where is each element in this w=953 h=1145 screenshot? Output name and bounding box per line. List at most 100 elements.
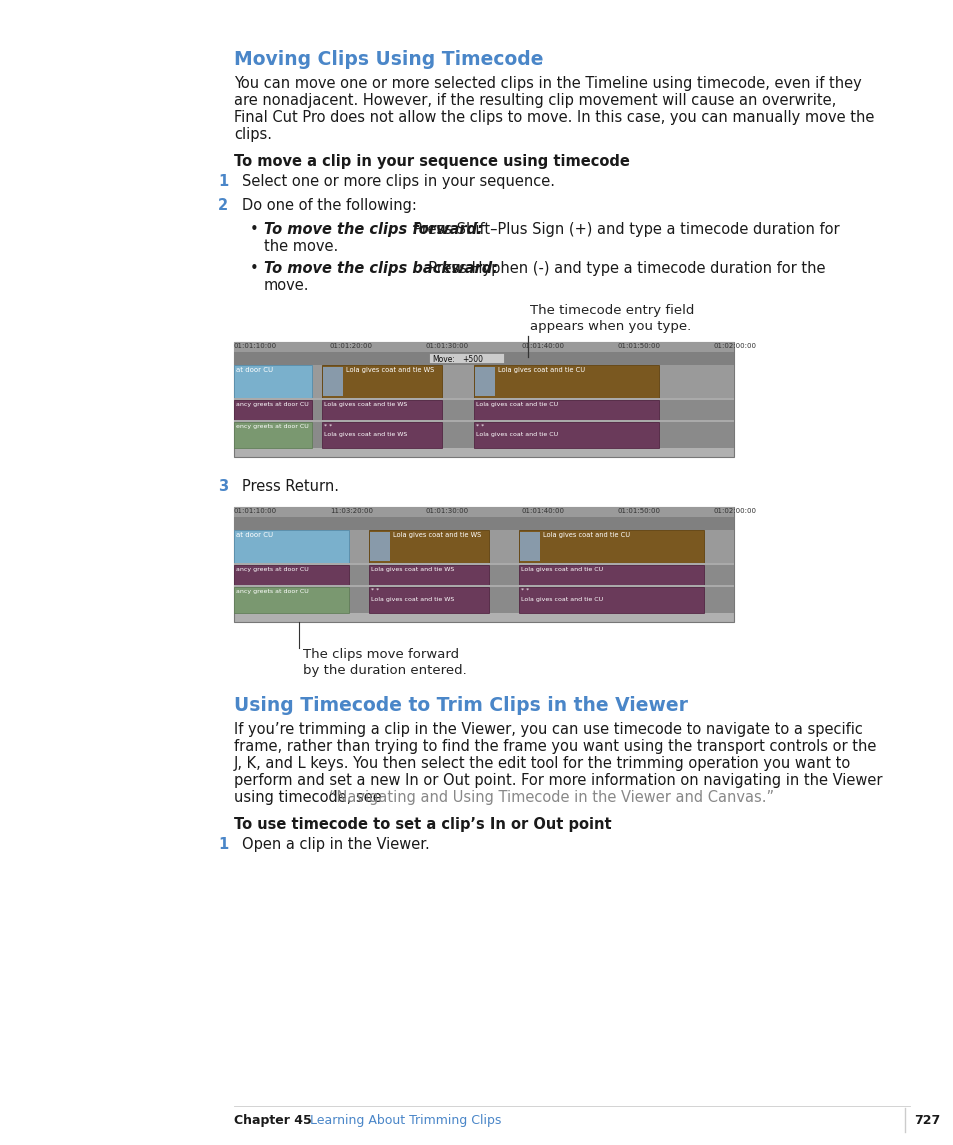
Text: 01:01:10:00: 01:01:10:00 [233,508,276,514]
Text: ency greets at door CU: ency greets at door CU [235,424,309,429]
Text: clips.: clips. [233,127,272,142]
Text: 01:01:50:00: 01:01:50:00 [618,344,660,349]
Bar [475,368,495,396]
Text: Do one of the following:: Do one of the following: [242,198,416,213]
Text: 01:01:20:00: 01:01:20:00 [330,344,373,349]
Text: Press Shift–Plus Sign (+) and type a timecode duration for: Press Shift–Plus Sign (+) and type a tim… [403,222,839,237]
Bar [233,518,733,530]
Bar [369,564,489,585]
Bar [233,585,733,587]
Text: 01:01:10:00: 01:01:10:00 [233,344,276,349]
Bar [322,400,441,420]
Bar [233,398,733,400]
Text: Lola gives coat and tie CU: Lola gives coat and tie CU [520,597,602,602]
Text: Lola gives coat and tie WS: Lola gives coat and tie WS [346,368,434,373]
Text: using timecode, see: using timecode, see [233,790,386,805]
Text: ancy greets at door CU: ancy greets at door CU [235,567,309,572]
Text: are nonadjacent. However, if the resulting clip movement will cause an overwrite: are nonadjacent. However, if the resulti… [233,93,836,108]
Text: 01:01:50:00: 01:01:50:00 [618,508,660,514]
Text: * *: * * [476,424,484,428]
Text: Press Hyphen (-) and type a timecode duration for the: Press Hyphen (-) and type a timecode dur… [418,261,824,276]
Text: You can move one or more selected clips in the Timeline using timecode, even if : You can move one or more selected clips … [233,76,861,90]
Bar [518,587,703,613]
Text: J, K, and L keys. You then select the edit tool for the trimming operation you w: J, K, and L keys. You then select the ed… [233,756,850,771]
Bar [429,353,503,363]
Text: Lola gives coat and tie CU: Lola gives coat and tie CU [476,402,558,406]
Bar [519,532,539,561]
Text: Using Timecode to Trim Clips in the Viewer: Using Timecode to Trim Clips in the View… [233,696,687,714]
Text: 01:01:30:00: 01:01:30:00 [426,344,469,349]
Text: Lola gives coat and tie CU: Lola gives coat and tie CU [476,432,558,437]
Text: Select one or more clips in your sequence.: Select one or more clips in your sequenc… [242,174,555,189]
Bar [233,530,733,563]
Bar [233,507,733,622]
Text: To use timecode to set a clip’s In or Out point: To use timecode to set a clip’s In or Ou… [233,818,611,832]
Bar [233,507,733,518]
Text: •: • [250,222,258,237]
Bar [233,352,733,365]
Text: The timecode entry field: The timecode entry field [530,305,694,317]
Text: 11:03:20:00: 11:03:20:00 [330,508,373,514]
Text: Lola gives coat and tie CU: Lola gives coat and tie CU [520,567,602,572]
Bar [233,564,733,585]
Text: 1: 1 [218,837,228,852]
Text: Lola gives coat and tie CU: Lola gives coat and tie CU [497,368,584,373]
Text: Moving Clips Using Timecode: Moving Clips Using Timecode [233,50,543,69]
Text: 3: 3 [218,479,228,493]
Bar [233,342,733,457]
Bar [518,530,703,563]
Bar [474,400,659,420]
Bar [518,564,703,585]
Bar [233,365,733,398]
Text: at door CU: at door CU [235,368,273,373]
Text: “Navigating and Using Timecode in the Viewer and Canvas.”: “Navigating and Using Timecode in the Vi… [329,790,773,805]
Bar [474,365,659,398]
Bar [233,342,733,352]
Bar [233,587,349,613]
Text: frame, rather than trying to find the frame you want using the transport control: frame, rather than trying to find the fr… [233,739,876,755]
Bar [322,365,441,398]
Text: perform and set a new In or Out point. For more information on navigating in the: perform and set a new In or Out point. F… [233,773,882,788]
Text: +500: +500 [461,355,482,363]
Text: •: • [250,261,258,276]
Bar [369,587,489,613]
Bar [233,400,733,420]
Bar [233,563,733,564]
Bar [369,530,489,563]
Text: 1: 1 [218,174,228,189]
Bar [370,532,390,561]
Text: Press Return.: Press Return. [242,479,338,493]
Text: 727: 727 [913,1114,940,1127]
Bar [233,423,733,448]
Bar [233,400,312,420]
Text: Open a clip in the Viewer.: Open a clip in the Viewer. [242,837,429,852]
Text: Final Cut Pro does not allow the clips to move. In this case, you can manually m: Final Cut Pro does not allow the clips t… [233,110,874,125]
Text: * *: * * [324,424,332,428]
Text: by the duration entered.: by the duration entered. [303,664,466,677]
Bar [322,423,441,448]
Text: Chapter 45: Chapter 45 [233,1114,312,1127]
Text: Lola gives coat and tie CU: Lola gives coat and tie CU [542,532,630,538]
Text: 01:02:00:00: 01:02:00:00 [713,508,757,514]
Text: move.: move. [264,278,309,293]
Text: To move the clips forward:: To move the clips forward: [264,222,482,237]
Text: 2: 2 [218,198,228,213]
Text: To move a clip in your sequence using timecode: To move a clip in your sequence using ti… [233,153,629,169]
Text: ancy greets at door CU: ancy greets at door CU [235,589,309,594]
Text: Move:: Move: [432,355,455,363]
Bar [474,423,659,448]
Bar [323,368,343,396]
Text: appears when you type.: appears when you type. [530,319,691,333]
Text: * *: * * [371,589,379,593]
Text: The clips move forward: The clips move forward [303,648,458,661]
Text: Lola gives coat and tie WS: Lola gives coat and tie WS [324,432,407,437]
Bar [233,420,733,423]
Text: 01:01:40:00: 01:01:40:00 [521,508,564,514]
Bar [233,587,733,613]
Bar [233,530,349,563]
Text: Lola gives coat and tie WS: Lola gives coat and tie WS [393,532,480,538]
Text: Lola gives coat and tie WS: Lola gives coat and tie WS [324,402,407,406]
Bar [233,423,312,448]
Text: at door CU: at door CU [235,532,273,538]
Text: To move the clips backward:: To move the clips backward: [264,261,497,276]
